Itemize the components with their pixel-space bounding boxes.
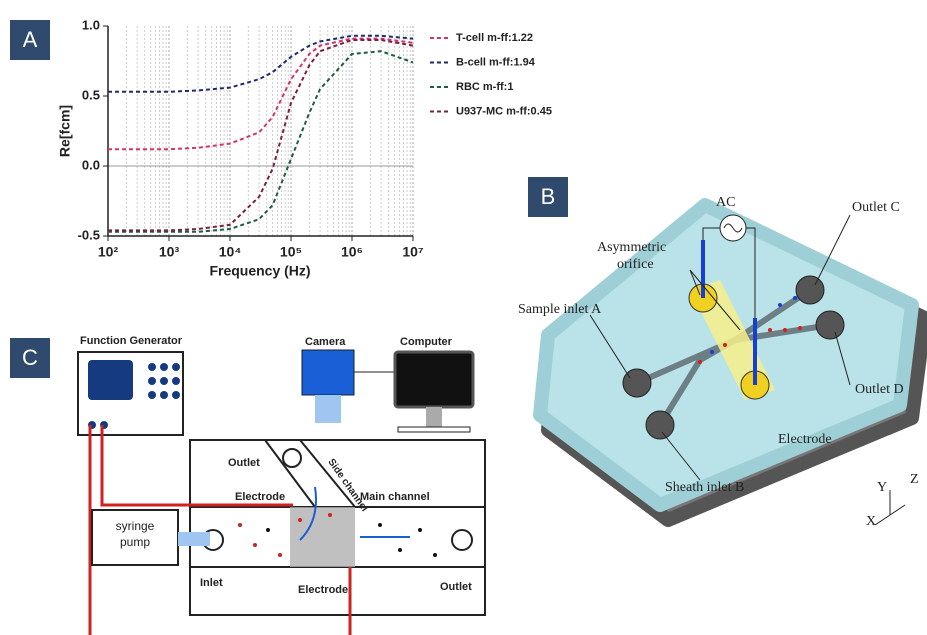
- outlet-port: [452, 530, 472, 550]
- axis-letter: Z: [910, 472, 919, 487]
- diagram-label: Sheath inlet B: [665, 480, 744, 495]
- diagram-label: Outlet D: [855, 382, 904, 397]
- figure: A 10² 10³ 10⁴ 10⁵ 10⁶ 10⁷ -0.5 0.0 0.5 1.0 T-cell …: [0, 0, 927, 635]
- diagram-label: Camera: [305, 336, 346, 348]
- diagram-label: Electrode: [298, 584, 348, 596]
- x-tick-label: 10⁶: [341, 244, 363, 260]
- panel-label: C: [22, 345, 38, 370]
- legend-label: T-cell m-ff:1.22: [456, 32, 533, 44]
- camera-lens: [315, 395, 341, 423]
- outlet-port: [283, 449, 301, 467]
- computer: [395, 352, 473, 407]
- y-tick-label: 0.0: [82, 157, 100, 172]
- chart-a: 10² 10³ 10⁴ 10⁵ 10⁶ 10⁷ -0.5 0.0 0.5 1.0 T-cell m-…: [78, 17, 552, 259]
- diagram-label: Electrode: [778, 432, 832, 447]
- legend-label: B-cell m-ff:1.94: [456, 56, 536, 68]
- diagram-label: Main channel: [360, 491, 430, 503]
- diagram-label: Sample inlet A: [518, 302, 602, 317]
- y-tick-label: 0.5: [82, 87, 100, 102]
- axis-letter: X: [866, 514, 876, 529]
- x-tick-label: 10⁵: [280, 244, 302, 260]
- x-axis-label: Frequency (Hz): [209, 263, 310, 279]
- monitor-stand: [426, 407, 442, 427]
- panel-label: A: [23, 27, 38, 52]
- legend-label: U937-MC m-ff:0.45: [456, 105, 552, 117]
- series-line: [108, 39, 413, 150]
- diagram-label: pump: [120, 535, 150, 549]
- axis-letter: Y: [877, 480, 887, 495]
- diagram-label: AC: [716, 195, 735, 210]
- y-axis-label: Re[fcm]: [57, 105, 73, 157]
- legend-label: RBC m-ff:1: [456, 81, 513, 93]
- diagram-label: Asymmetric: [597, 240, 666, 255]
- diagram-label: Outlet C: [852, 200, 900, 215]
- syringe: [178, 532, 210, 546]
- x-tick-label: 10³: [159, 244, 180, 260]
- x-tick-label: 10⁷: [402, 244, 424, 260]
- electrode-area: [290, 507, 355, 567]
- series-line: [108, 40, 413, 230]
- y-tick-label: 1.0: [82, 17, 100, 32]
- x-tick-label: 10⁴: [219, 244, 242, 260]
- diagram-label: Inlet: [200, 577, 223, 589]
- diagram-label: Computer: [400, 336, 453, 348]
- diagram-label: orifice: [617, 257, 654, 272]
- diagram-label: syringe: [116, 519, 155, 533]
- camera: [302, 350, 354, 395]
- x-tick-label: 10²: [98, 244, 119, 260]
- diagram-label: Outlet: [228, 457, 260, 469]
- panel-label: B: [541, 184, 556, 209]
- diagram-label: Function Generator: [80, 335, 183, 347]
- y-tick-label: -0.5: [78, 227, 100, 242]
- series-line: [108, 36, 413, 92]
- diagram-label: Electrode: [235, 491, 285, 503]
- fg-screen: [88, 360, 133, 400]
- keyboard: [398, 427, 470, 432]
- diagram-label: Outlet: [440, 581, 472, 593]
